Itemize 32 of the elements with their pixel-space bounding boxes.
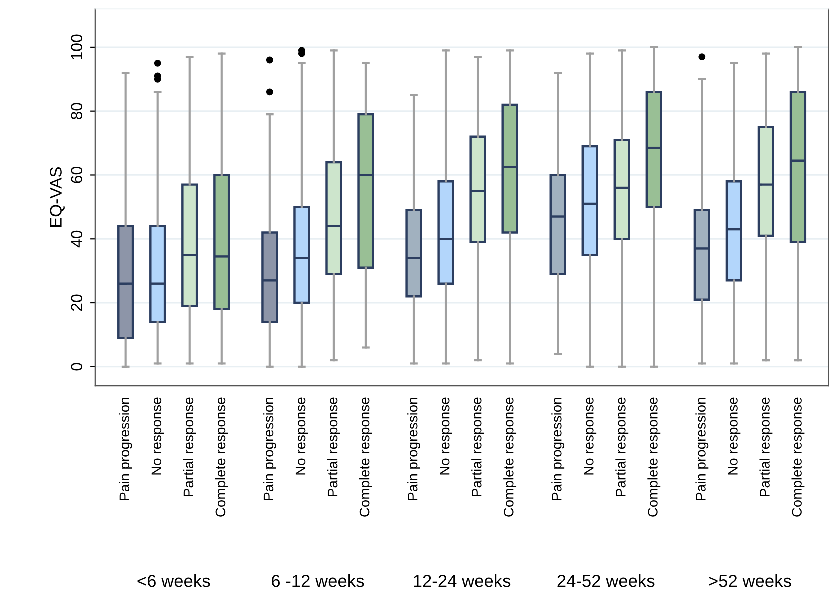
y-tick-label: 40 bbox=[71, 230, 83, 248]
x-tick-label: Pain progression bbox=[696, 398, 709, 500]
y-tick-label: 100 bbox=[71, 34, 83, 60]
x-tick-label: Pain progression bbox=[119, 398, 132, 500]
text: >52 weeks bbox=[709, 574, 792, 588]
y-tick-label: 60 bbox=[71, 166, 83, 184]
x-tick-label: Complete response bbox=[648, 398, 661, 517]
x-tick-label: Pain progression bbox=[552, 398, 565, 500]
text: 6 -12 weeks bbox=[272, 574, 364, 588]
text: <6 weeks bbox=[138, 574, 210, 588]
y-tick-label: 20 bbox=[71, 294, 83, 312]
x-tick-label: Pain progression bbox=[263, 398, 276, 500]
x-tick-label: Complete response bbox=[792, 398, 805, 517]
x-tick-label: Complete response bbox=[215, 398, 228, 517]
x-tick-label: Partial response bbox=[327, 398, 340, 496]
x-tick-label: Complete response bbox=[359, 398, 372, 517]
x-tick-label: No response bbox=[296, 398, 308, 475]
y-tick-label: 0 bbox=[71, 363, 83, 371]
text: 12-24 weeks bbox=[414, 574, 511, 588]
x-tick-label: No response bbox=[728, 398, 741, 475]
y-tick-label: 80 bbox=[71, 103, 83, 120]
x-tick-label: No response bbox=[152, 398, 164, 475]
text: 24-52 weeks bbox=[558, 574, 655, 588]
x-tick-label: No response bbox=[440, 398, 452, 475]
x-tick-label: Partial response bbox=[760, 398, 773, 496]
x-tick-label: Pain progression bbox=[408, 398, 420, 500]
x-tick-label: No response bbox=[584, 398, 597, 475]
x-tick-label: Partial response bbox=[183, 398, 196, 496]
x-tick-label: Partial response bbox=[472, 398, 485, 496]
y-axis-title: EQ-VAS bbox=[50, 167, 65, 228]
x-tick-label: Complete response bbox=[504, 398, 517, 517]
x-tick-label: Partial response bbox=[616, 398, 629, 496]
